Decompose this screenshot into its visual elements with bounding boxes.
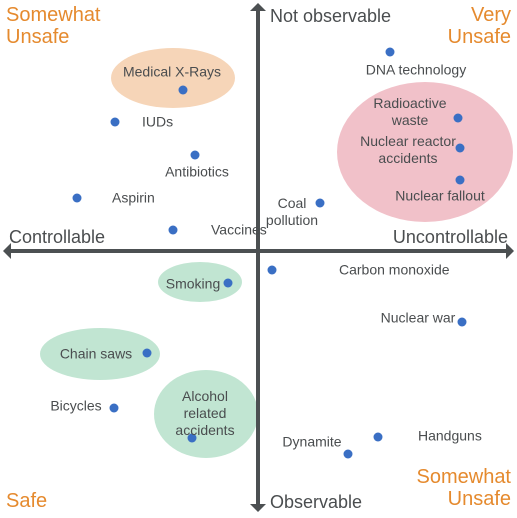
label-handguns: Handguns xyxy=(418,428,482,445)
point-carbon-monoxide xyxy=(268,266,277,275)
point-smoking xyxy=(224,279,233,288)
arrow-up xyxy=(250,3,266,11)
point-radioactive-waste xyxy=(454,114,463,123)
label-smoking: Smoking xyxy=(166,276,220,293)
corner-bottom-right: SomewhatUnsafe xyxy=(417,466,512,510)
axis-label-bottom: Observable xyxy=(270,492,362,513)
corner-bottom-left: Safe xyxy=(6,490,47,512)
point-handguns xyxy=(374,433,383,442)
point-reactor-accidents xyxy=(456,144,465,153)
label-nuclear-fallout: Nuclear fallout xyxy=(395,188,485,205)
point-chain-saws xyxy=(143,349,152,358)
point-dynamite xyxy=(344,450,353,459)
risk-quadrant-chart: Not observable Observable Controllable Unco… xyxy=(0,0,517,518)
point-vaccines xyxy=(169,226,178,235)
corner-line2: Unsafe xyxy=(417,488,512,510)
axis-label-right: Uncontrollable xyxy=(393,227,508,248)
label-dna-technology: DNA technology xyxy=(366,62,466,79)
corner-line1: Safe xyxy=(6,490,47,512)
label-aspirin: Aspirin xyxy=(112,190,155,207)
corner-line2: Unsafe xyxy=(448,26,511,48)
corner-line1: Somewhat xyxy=(6,4,101,26)
label-radioactive-waste: Radioactive waste xyxy=(373,95,446,129)
label-reactor-accidents: Nuclear reactor accidents xyxy=(360,133,456,167)
point-aspirin xyxy=(73,194,82,203)
corner-top-left: SomewhatUnsafe xyxy=(6,4,101,48)
point-dna-technology xyxy=(386,48,395,57)
label-carbon-monoxide: Carbon monoxide xyxy=(339,262,450,279)
label-nuclear-war: Nuclear war xyxy=(381,310,456,327)
axis-label-left: Controllable xyxy=(9,227,105,248)
corner-line1: Very xyxy=(448,4,511,26)
label-antibiotics: Antibiotics xyxy=(165,164,229,181)
point-iuds xyxy=(111,118,120,127)
label-dynamite: Dynamite xyxy=(282,434,341,451)
label-coal-pollution: Coal pollution xyxy=(266,195,318,229)
axis-label-top: Not observable xyxy=(270,6,391,27)
corner-line2: Unsafe xyxy=(6,26,101,48)
corner-top-right: VeryUnsafe xyxy=(448,4,511,48)
point-nuclear-fallout xyxy=(456,176,465,185)
corner-line1: Somewhat xyxy=(417,466,512,488)
arrow-down xyxy=(250,504,266,512)
label-chain-saws: Chain saws xyxy=(60,346,132,363)
point-medical-xrays xyxy=(179,86,188,95)
label-iuds: IUDs xyxy=(142,114,173,131)
point-antibiotics xyxy=(191,151,200,160)
y-axis xyxy=(256,11,260,504)
label-medical-xrays: Medical X-Rays xyxy=(123,64,221,81)
label-bicycles: Bicycles xyxy=(50,398,101,415)
point-bicycles xyxy=(110,404,119,413)
label-alcohol-accidents: Alcohol related accidents xyxy=(175,388,234,438)
point-nuclear-war xyxy=(458,318,467,327)
label-vaccines: Vaccines xyxy=(211,222,267,239)
